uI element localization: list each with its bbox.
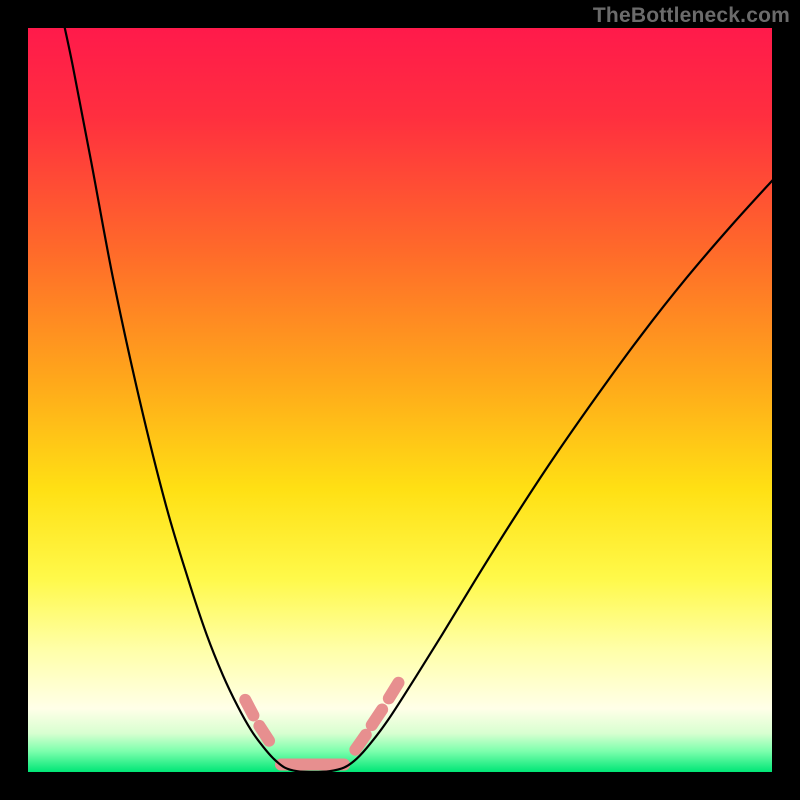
plot-area [28, 28, 772, 772]
chart-frame: TheBottleneck.com [0, 0, 800, 800]
plot-svg [28, 28, 772, 772]
watermark-text: TheBottleneck.com [593, 4, 790, 28]
highlight-dash [389, 683, 399, 699]
highlight-dash [355, 735, 365, 750]
highlight-dash [259, 726, 269, 741]
highlight-dash [245, 700, 253, 716]
